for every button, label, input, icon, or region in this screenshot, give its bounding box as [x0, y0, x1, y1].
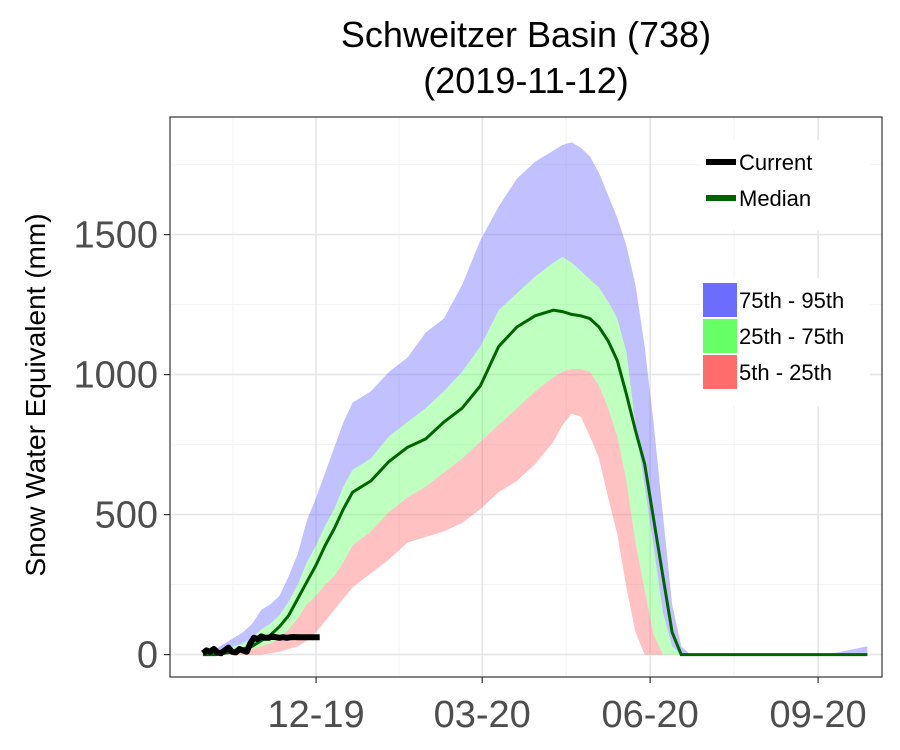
y-tick-label: 0 [137, 635, 158, 677]
band-25th-75th [202, 257, 868, 655]
x-tick-label: 06-20 [602, 694, 699, 736]
axes: 0 500 1000 1500 12-19 03-20 06-20 09-20 [73, 215, 866, 736]
x-tick-label: 03-20 [434, 694, 531, 736]
current-line [201, 633, 320, 657]
y-tick-label: 1500 [73, 215, 158, 257]
legend-lines-bg [700, 140, 870, 230]
y-tick-label: 500 [95, 495, 158, 537]
x-tick-label: 09-20 [770, 694, 867, 736]
plot-panel-border [169, 116, 883, 678]
legend-band-swatch [703, 355, 737, 389]
legend-band-label: 75th - 95th [739, 288, 844, 313]
band-75th-95th [202, 142, 868, 655]
x-tick-label: 12-19 [267, 694, 364, 736]
legend-band-label: 25th - 75th [739, 324, 844, 349]
band-5th-25th [202, 369, 868, 655]
legend-band-label: 5th - 25th [739, 360, 832, 385]
percentile-bands [202, 142, 868, 655]
median-line [202, 308, 868, 657]
chart-title: Schweitzer Basin (738) [340, 14, 712, 55]
legend: Current Median 75th - 95th 25th - 75th 5th -… [700, 140, 870, 406]
legend-band-swatch [703, 283, 737, 317]
series-lines [201, 308, 868, 657]
legend-band-swatch [703, 319, 737, 353]
legend-line-label: Current [739, 150, 812, 175]
y-tick-label: 1000 [73, 355, 158, 397]
legend-line-label: Median [739, 186, 811, 211]
chart-subtitle: (2019-11-12) [423, 60, 629, 101]
